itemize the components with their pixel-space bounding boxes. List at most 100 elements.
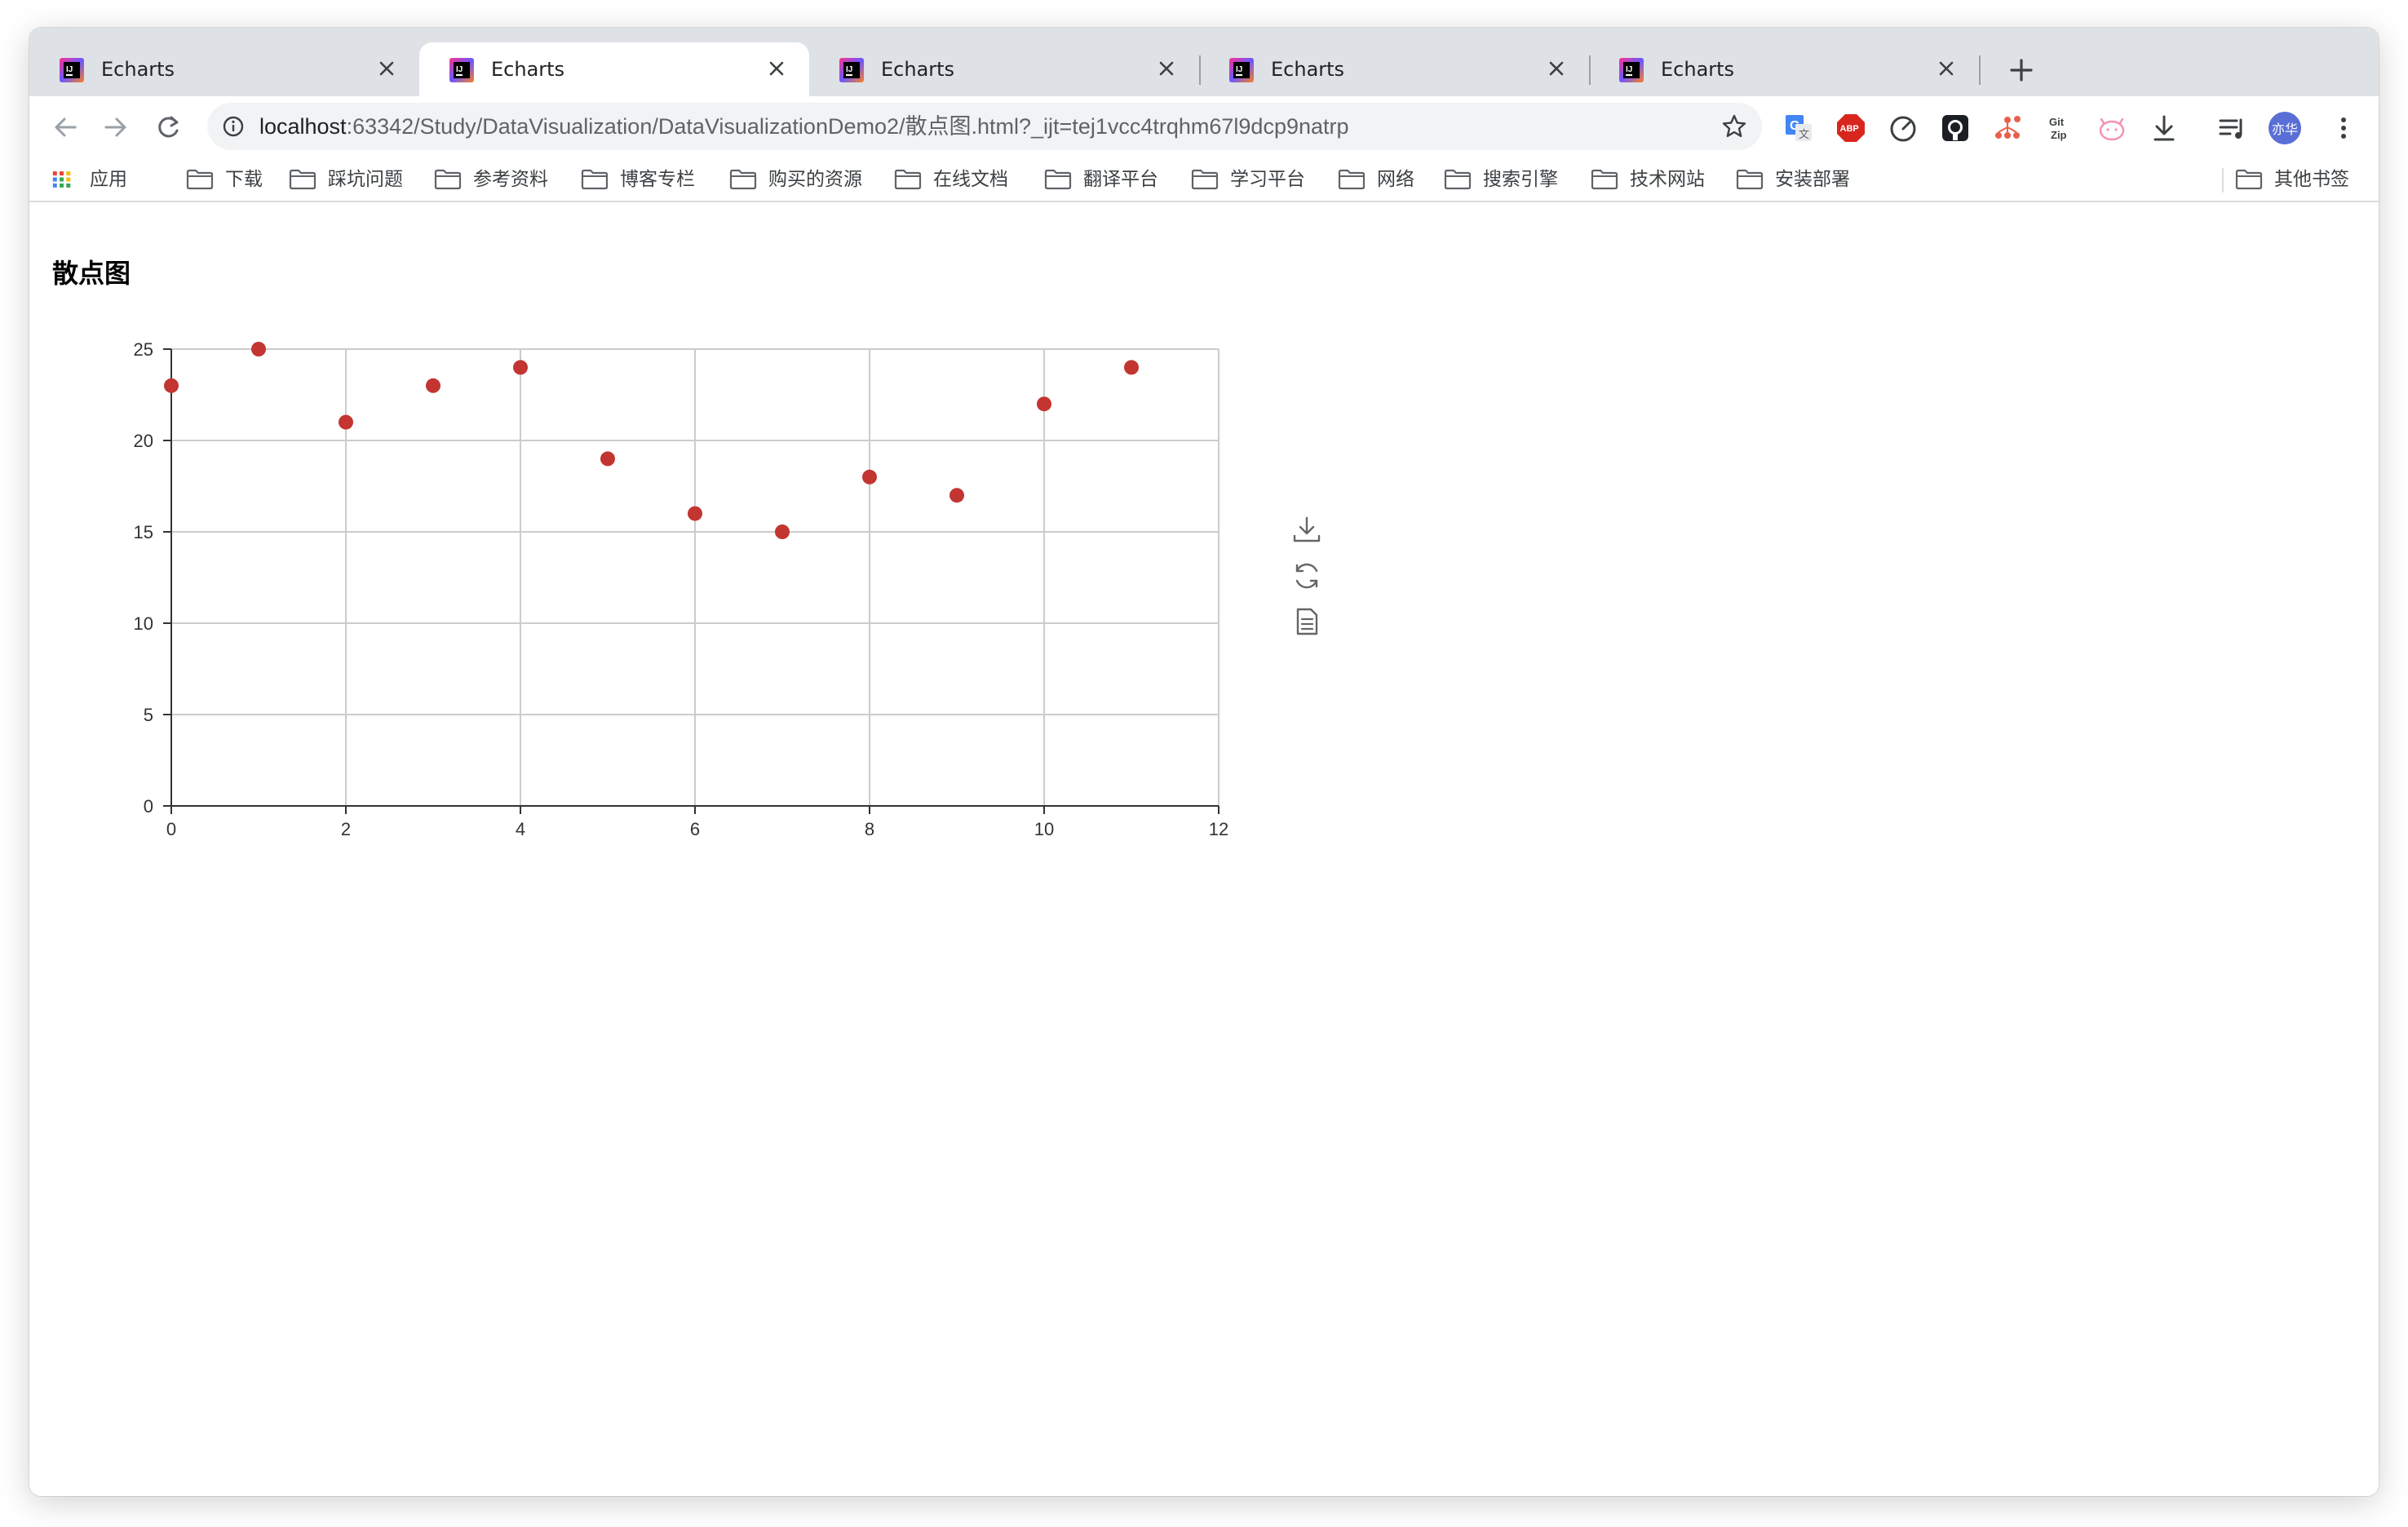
scatter-point [688,506,702,521]
bookmark-label: 参考资料 [473,169,548,190]
apps-grid-icon [52,171,71,188]
tab-active[interactable]: IJ Echarts [419,42,809,96]
folder-icon [1044,169,1072,190]
site-info-icon[interactable] [222,115,245,138]
folder-icon [729,169,757,190]
address-bar[interactable]: localhost:63342/Study/DataVisualization/… [207,103,1762,150]
folder-icon [434,169,462,190]
bookmark-folder[interactable]: 参考资料 [434,165,548,194]
save-image-icon[interactable] [1292,516,1321,545]
bookmark-folder[interactable]: 博客专栏 [581,165,695,194]
browser-toolbar: localhost:63342/Study/DataVisualization/… [29,96,2379,157]
bookmark-other[interactable]: 其他书签 [2235,165,2349,194]
bookmarks-bar: 应用 其他书签 下载 踩坑问题 参考资料 博客专栏 购买的资源 在线文档 翻译平台 学习平台 网… [29,157,2379,202]
close-icon[interactable] [764,55,790,82]
intellij-icon: IJ [839,58,864,82]
tab-separator [1589,55,1591,85]
intellij-icon: IJ [60,58,84,82]
back-arrow-icon[interactable] [49,111,82,144]
tab[interactable]: IJ Echarts [29,42,419,96]
data-view-icon[interactable] [1292,607,1321,636]
folder-icon [1338,169,1366,190]
svg-text:IJ: IJ [66,65,73,74]
bookmark-label: 在线文档 [933,169,1008,190]
bookmark-label: 博客专栏 [620,169,695,190]
x-tick-label: 12 [1209,819,1228,839]
tab-title: Echarts [1271,58,1345,81]
adblock-plus-icon[interactable]: ABP [1835,113,1866,144]
bookmarks-separator [2222,168,2224,193]
bookmark-label: 翻译平台 [1083,169,1158,190]
page-content: 散点图 0 2 4 6 8 10 12 0 5 10 15 20 25 [29,204,2379,1496]
svg-text:IJ: IJ [456,65,463,74]
bookmark-folder[interactable]: 学习平台 [1191,165,1305,194]
scatter-point [862,469,877,485]
close-icon[interactable] [374,55,400,82]
scatter-point [1037,396,1051,412]
close-icon[interactable] [1543,55,1569,82]
restore-icon[interactable] [1292,561,1321,591]
y-tick-label: 15 [134,522,153,542]
folder-icon [186,169,214,190]
intellij-icon: IJ [449,58,474,82]
close-icon[interactable] [1933,55,1959,82]
more-menu-icon[interactable] [2328,113,2359,144]
download-icon[interactable] [2149,113,2180,144]
page-title: 散点图 [52,258,131,289]
github-icon[interactable] [1940,113,1971,144]
tab-title: Echarts [1661,58,1735,81]
close-icon[interactable] [1153,55,1180,82]
bookmark-folder[interactable]: 翻译平台 [1044,165,1158,194]
svg-text:Git: Git [2049,116,2065,128]
folder-icon [581,169,609,190]
bookmark-folder[interactable]: 购买的资源 [729,165,862,194]
profile-avatar[interactable]: 亦华 [2269,112,2301,144]
svg-text:ABP: ABP [1840,124,1859,134]
folder-icon [289,169,316,190]
tab-title: Echarts [881,58,955,81]
tab[interactable]: IJ Echarts [1589,42,1981,96]
scatter-point [339,414,353,430]
folder-icon [1591,169,1618,190]
bookmark-folder[interactable]: 安装部署 [1736,165,1850,194]
bookmark-folder[interactable]: 下载 [186,165,263,194]
svg-text:IJ: IJ [1236,65,1242,74]
bookmark-label: 技术网站 [1630,169,1705,190]
y-tick-label: 10 [134,613,153,634]
bookmark-folder[interactable]: 网络 [1338,165,1414,194]
y-tick-label: 20 [134,431,153,451]
tab-title: Echarts [101,58,175,81]
svg-text:IJ: IJ [846,65,852,74]
tab-separator [1979,55,1981,85]
folder-icon [1736,169,1764,190]
reload-icon[interactable] [152,111,184,144]
bookmark-folder[interactable]: 在线文档 [894,165,1008,194]
tab[interactable]: IJ Echarts [809,42,1201,96]
bookmark-label: 其他书签 [2274,169,2349,190]
folder-icon [2235,169,2263,190]
bookmark-folder[interactable]: 踩坑问题 [289,165,403,194]
bookmark-star-icon[interactable] [1721,113,1747,139]
scatter-point [1124,360,1139,375]
scatter-point [600,451,615,467]
bookmark-folder[interactable]: 技术网站 [1591,165,1705,194]
forward-arrow-icon[interactable] [100,111,132,144]
scatter-point [251,342,266,356]
speedometer-icon[interactable] [1888,113,1919,144]
url-host: localhost [259,114,347,139]
bookmark-apps[interactable]: 应用 [52,165,127,194]
tab[interactable]: IJ Echarts [1199,42,1591,96]
y-tick-label: 0 [144,796,153,817]
url-text[interactable]: localhost:63342/Study/DataVisualization/… [259,113,1349,140]
cat-icon[interactable] [2096,113,2127,144]
network-icon[interactable] [1992,113,2023,144]
y-tick-label: 25 [134,339,153,360]
y-tick-label: 5 [144,705,153,725]
new-tab-icon[interactable] [2007,55,2036,85]
x-tick-label: 8 [865,819,874,839]
reading-list-icon[interactable] [2217,113,2248,144]
google-translate-icon[interactable]: G文 [1783,113,1814,144]
scatter-point [426,378,440,393]
bookmark-folder[interactable]: 搜索引擎 [1444,165,1558,194]
